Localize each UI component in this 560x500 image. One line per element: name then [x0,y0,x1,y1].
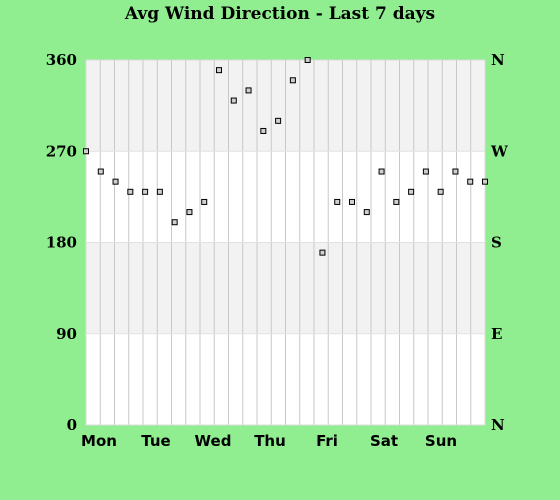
compass-tick-label: W [490,142,509,160]
x-tick-label: Mon [81,432,117,450]
y-tick-label: 180 [46,234,77,252]
data-point [275,117,282,124]
data-point [363,209,370,216]
y-tick-label: 0 [67,416,77,434]
data-point [334,198,341,205]
data-point [245,87,252,94]
data-point [186,209,193,216]
data-point [408,188,415,195]
data-point [437,188,444,195]
data-point [83,148,89,155]
data-point [349,198,355,205]
data-point [393,198,400,205]
data-point [319,249,326,256]
compass-tick-label: N [491,416,505,434]
data-point [112,178,119,185]
plot-area: 0 90 180 270 360 N E S W N Mon Tue Wed Thu Fri Sat Sun [46,51,509,450]
compass-tick-label: S [491,234,502,252]
x-tick-label: Sat [370,432,398,450]
x-tick-label: Fri [316,432,338,450]
data-point [260,127,267,134]
data-point [482,178,488,185]
data-point [142,188,149,195]
data-point [127,188,134,195]
data-point [201,198,208,205]
data-point [422,168,429,175]
chart-title: Avg Wind Direction - Last 7 days [124,4,435,24]
data-point [230,97,237,104]
y-tick-label: 90 [56,325,77,343]
compass-tick-label: E [491,325,502,343]
x-tick-label: Wed [195,432,232,450]
x-tick-label: Sun [425,432,457,450]
compass-tick-label: N [491,51,505,69]
data-point [216,67,222,74]
data-point [171,219,178,226]
data-point [156,188,163,195]
plot-frame [85,59,486,426]
y-tick-label: 360 [46,51,77,69]
x-tick-label: Tue [141,432,170,450]
data-point [97,168,104,175]
data-point [467,178,474,185]
data-point [452,168,459,175]
y-tick-label: 270 [46,142,77,160]
data-point [289,77,296,84]
data-point [378,168,385,175]
x-tick-label: Thu [254,432,286,450]
data-point [304,57,311,63]
